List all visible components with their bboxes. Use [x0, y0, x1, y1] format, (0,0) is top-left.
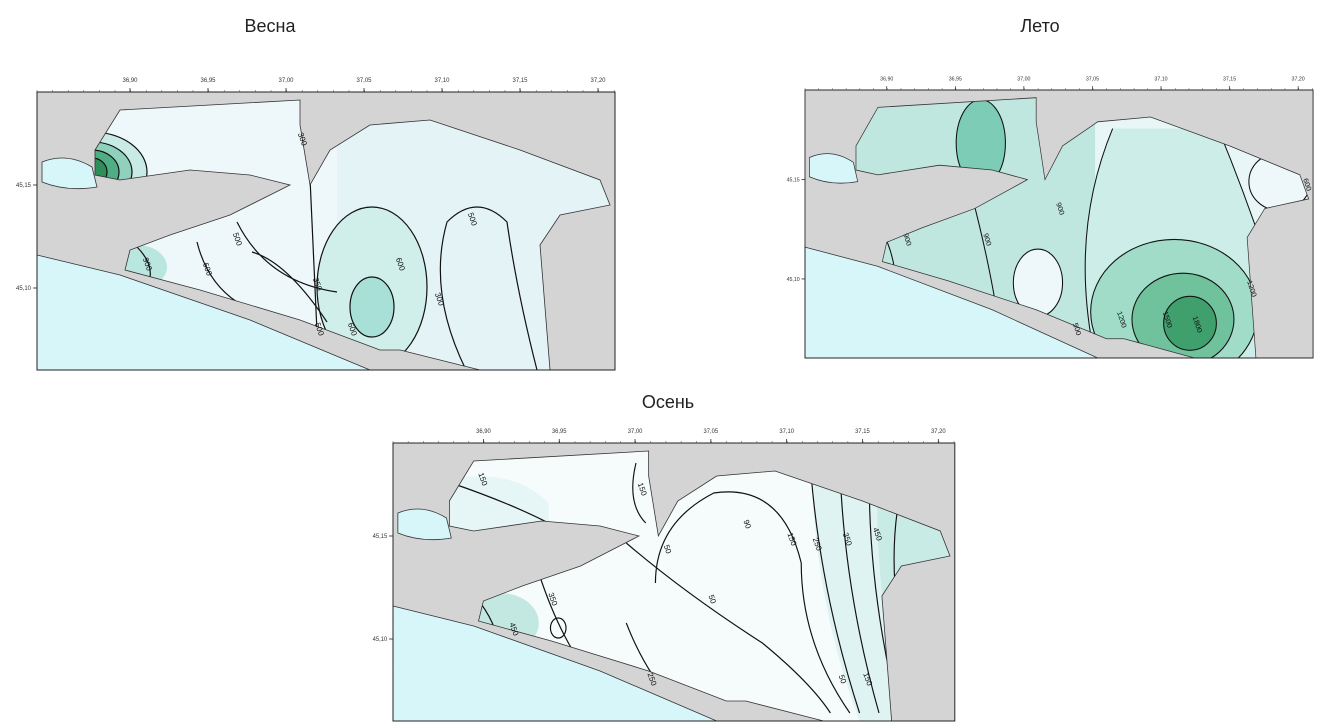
- contour-label: 600: [346, 321, 359, 337]
- x-tick-label: 36,90: [880, 76, 893, 82]
- contour-label: 900: [901, 232, 913, 247]
- contour-label: 250: [646, 671, 659, 687]
- x-tick-label: 37,00: [628, 429, 643, 435]
- contour-label: 500: [231, 231, 244, 247]
- contour-label: 350: [546, 591, 559, 607]
- x-tick-label: 37,20: [590, 78, 606, 84]
- x-tick-label: 37,05: [356, 78, 372, 84]
- x-tick-label: 36,90: [476, 429, 491, 435]
- contour-label: 900: [981, 232, 993, 247]
- contour-label: 900: [1054, 201, 1066, 216]
- y-tick-label: 45,15: [373, 534, 388, 540]
- map-summer: 36,90 36,95 37,00 37,05 37,10 37,15 37,20 45,15…: [787, 76, 1314, 359]
- x-tick-label: 36,95: [200, 78, 216, 84]
- x-tick-label: 37,10: [434, 78, 450, 84]
- contour-label: 50: [707, 593, 718, 605]
- x-tick-label: 37,00: [1017, 76, 1030, 82]
- contour-label: 90: [742, 518, 753, 530]
- contour-label: 450: [508, 621, 521, 637]
- contour-label: 150: [861, 671, 874, 687]
- y-tick-label: 45,10: [787, 277, 800, 283]
- x-tick-label: 36,95: [552, 429, 567, 435]
- contour-label: 300: [296, 131, 309, 147]
- x-tick-label: 37,00: [278, 78, 294, 84]
- contour-label: 600: [394, 256, 407, 272]
- x-tick-label: 37,15: [1223, 76, 1236, 82]
- contour-label: 500: [466, 211, 479, 227]
- contour-label: 450: [871, 526, 884, 542]
- map-autumn: 36,90 36,95 37,00 37,05 37,10 37,15 37,20 45,15…: [373, 429, 956, 722]
- y-tick-label: 45,10: [16, 286, 32, 292]
- contour-label: 600: [1301, 177, 1313, 192]
- map-title: Лето: [1020, 16, 1059, 36]
- y-tick-label: 45,15: [16, 183, 32, 189]
- x-tick-label: 36,90: [122, 78, 138, 84]
- x-tick-label: 37,20: [931, 429, 946, 435]
- x-tick-label: 37,05: [1086, 76, 1099, 82]
- map-title: Весна: [245, 16, 297, 36]
- contour-label: 150: [786, 531, 799, 547]
- contour-label: 50: [662, 543, 673, 555]
- x-tick-label: 37,10: [1154, 76, 1167, 82]
- contour-label: 350: [311, 276, 324, 292]
- contour-label: 350: [841, 531, 854, 547]
- x-tick-label: 37,05: [704, 429, 719, 435]
- contour-label: 600: [201, 261, 214, 277]
- contour-label: 150: [476, 471, 489, 487]
- contour-label: 50: [837, 673, 848, 685]
- x-tick-label: 37,15: [855, 429, 870, 435]
- contour-label: 900: [141, 256, 154, 272]
- y-tick-label: 45,10: [373, 637, 388, 643]
- map-spring: 36,90 36,95 37,00 37,05 37,10 37,15 37,20 45,15…: [16, 78, 616, 371]
- contour-label: 150: [636, 481, 649, 497]
- x-tick-label: 37,15: [512, 78, 528, 84]
- x-tick-label: 36,95: [949, 76, 962, 82]
- y-tick-label: 45,15: [787, 177, 800, 183]
- contour-label: 300: [433, 291, 446, 307]
- contour-label: 250: [811, 536, 824, 552]
- contour-label: 500: [1071, 322, 1083, 337]
- contour-label: 500: [313, 321, 326, 337]
- x-tick-label: 37,10: [779, 429, 794, 435]
- map-title: Осень: [642, 392, 694, 412]
- x-tick-label: 37,20: [1292, 76, 1305, 82]
